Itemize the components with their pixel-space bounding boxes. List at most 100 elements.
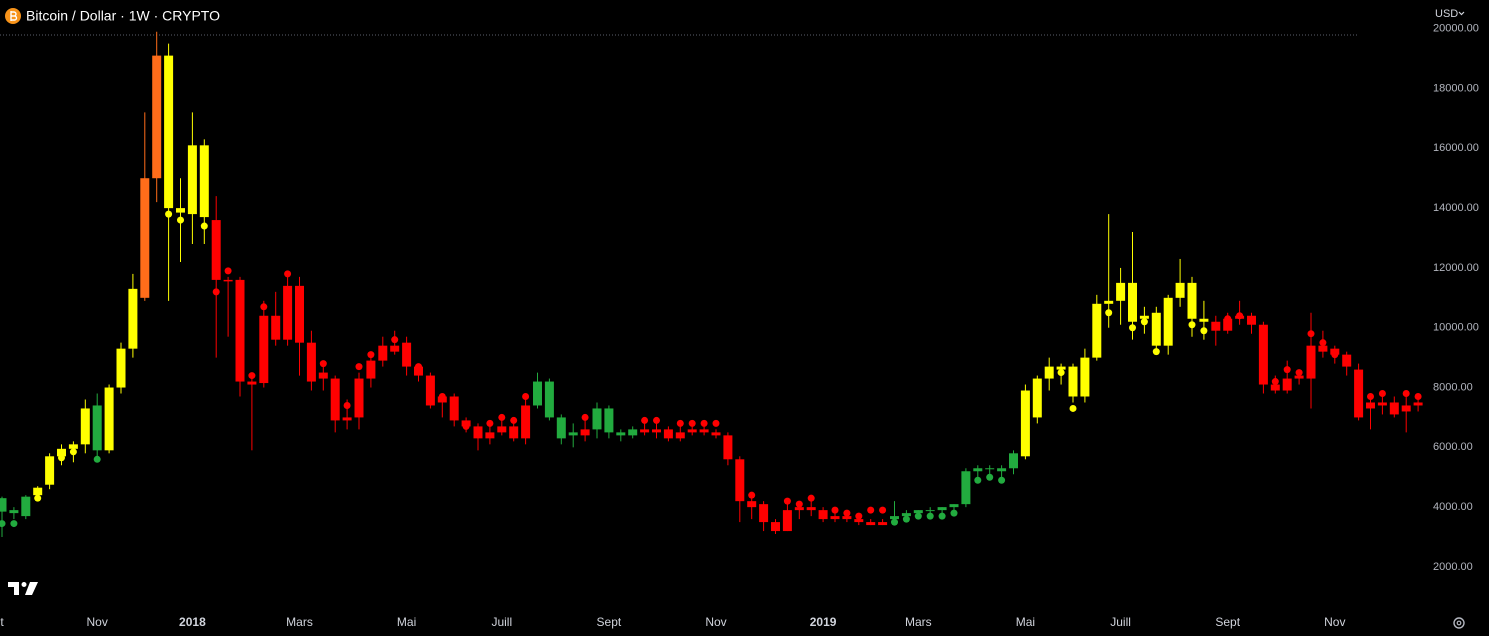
signal-dot (1307, 330, 1315, 338)
gear-ring[interactable] (1453, 617, 1465, 629)
candle (1116, 267, 1126, 325)
candle (437, 393, 447, 418)
candle (366, 351, 376, 388)
candle (152, 31, 162, 203)
candle-body (354, 378, 364, 418)
x-tick-label: Nov (87, 615, 108, 629)
logo-part[interactable] (25, 582, 38, 595)
candle-body (592, 408, 602, 430)
candle (140, 112, 150, 301)
signal-dot (260, 303, 268, 311)
candle (199, 139, 209, 244)
candle-body (937, 507, 947, 511)
y-tick-label: 16000.00 (1433, 142, 1479, 154)
signal-dot (807, 494, 815, 502)
candle-body (140, 178, 150, 298)
candle (128, 273, 138, 358)
candle (544, 378, 554, 421)
tv-logo[interactable] (8, 582, 38, 595)
candle-body (1139, 315, 1149, 319)
candle-body (497, 426, 507, 433)
y-tick-label: 8000.00 (1433, 381, 1473, 393)
candle (295, 276, 304, 376)
candle (92, 393, 102, 463)
candle (45, 453, 55, 490)
currency-selector[interactable]: USD (1435, 8, 1465, 20)
candle-body (485, 432, 495, 439)
signal-dot (581, 413, 589, 421)
candle (497, 413, 507, 436)
candle-body (1318, 345, 1328, 352)
candle-body (1306, 345, 1316, 379)
candle (592, 402, 602, 439)
signal-dot (10, 520, 18, 528)
signal-dot (224, 267, 232, 275)
candle (164, 43, 174, 301)
currency-chevron[interactable] (1458, 11, 1465, 16)
signal-dot (843, 509, 851, 517)
signal-dot (367, 351, 375, 359)
currency-label[interactable]: USD (1435, 8, 1458, 20)
candle-body (652, 429, 661, 433)
signal-dot (1378, 390, 1386, 398)
signal-dot (0, 520, 6, 528)
candle-body (687, 429, 697, 433)
candle (354, 363, 364, 430)
candle-body (0, 498, 7, 512)
signal-dot (165, 210, 173, 218)
candle-body (116, 348, 126, 388)
candle (687, 419, 697, 436)
candle-body (663, 429, 673, 439)
candle-body (985, 468, 995, 470)
candle-body (628, 429, 638, 436)
candle-body (580, 429, 590, 436)
candle (890, 501, 899, 526)
signal-dot (248, 372, 256, 380)
signal-dot (1319, 339, 1327, 347)
logo-part[interactable] (8, 582, 19, 595)
signal-dot (891, 518, 898, 526)
candle-body (533, 381, 542, 406)
candle (1128, 232, 1137, 340)
logo-part[interactable] (21, 582, 27, 587)
candle-body (33, 487, 43, 496)
candle-body (747, 501, 757, 508)
candle-body (1068, 366, 1078, 397)
signal-dot (522, 393, 530, 400)
signal-dot (926, 512, 934, 520)
signal-dot (1224, 315, 1232, 323)
candle (1306, 312, 1316, 409)
candle-body (1163, 297, 1173, 346)
candle (485, 419, 495, 445)
signal-dot (1140, 318, 1148, 326)
candle-body (390, 345, 400, 352)
candle (1270, 375, 1280, 394)
y-tick-label: 18000.00 (1433, 82, 1479, 94)
gear-hub[interactable] (1456, 620, 1462, 626)
candle-body (1413, 402, 1423, 406)
candle-body (616, 432, 626, 436)
candle (1175, 258, 1185, 307)
signal-dot (1367, 393, 1374, 400)
candle-body (723, 435, 733, 460)
candle (1377, 390, 1387, 415)
signal-dot (914, 512, 922, 520)
signal-dot (58, 454, 65, 462)
candle (330, 375, 340, 433)
candle-body (1223, 318, 1233, 331)
candle-body (259, 315, 269, 384)
candle-body (1175, 282, 1185, 298)
candle-body (1009, 453, 1018, 469)
candle-body (176, 208, 185, 213)
x-tick-label: 2018 (179, 615, 206, 629)
candle-body (57, 448, 66, 457)
candle-body (187, 145, 197, 215)
signal-dot (831, 506, 839, 514)
signal-dot (474, 428, 482, 436)
candle (235, 276, 245, 397)
candle-body (128, 288, 138, 349)
signal-dot (748, 491, 756, 499)
settings-button[interactable] (1453, 617, 1465, 629)
candle (973, 465, 983, 484)
